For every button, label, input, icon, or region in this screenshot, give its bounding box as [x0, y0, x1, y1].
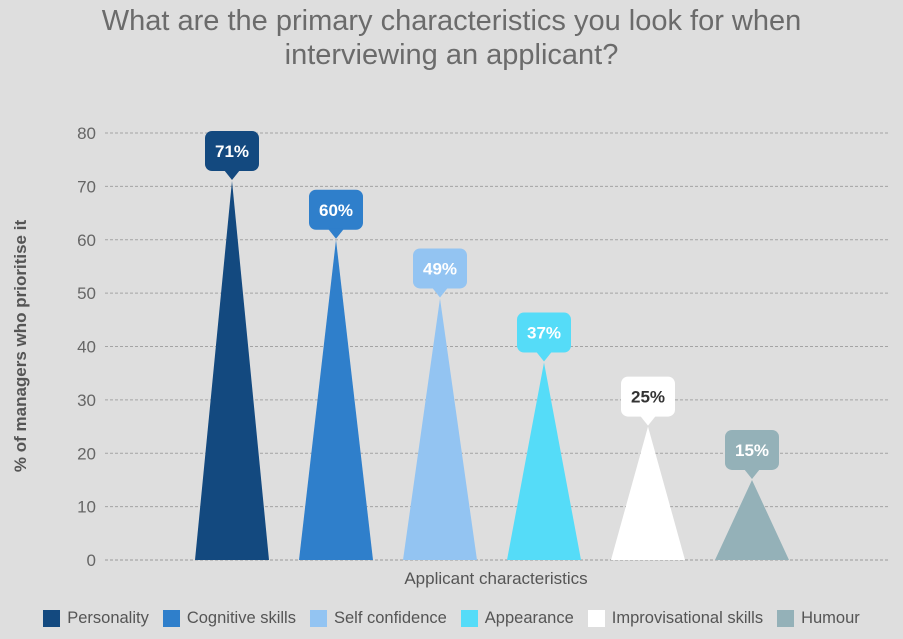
bar-humour [715, 479, 789, 560]
data-label-text: 37% [527, 324, 561, 343]
data-label-bubble [413, 248, 467, 289]
data-label: 15% [725, 429, 779, 479]
data-label: 49% [413, 248, 467, 298]
data-label-text: 15% [735, 441, 769, 460]
data-label-pointer [328, 228, 344, 239]
legend-label: Personality [67, 608, 149, 627]
data-label: 60% [309, 189, 363, 239]
data-label-bubble [205, 131, 259, 172]
data-label: 25% [621, 376, 675, 426]
legend-item-humour[interactable]: Humour [777, 609, 860, 628]
legend-item-personality[interactable]: Personality [43, 609, 149, 628]
bar-personality [195, 181, 269, 560]
data-label-pointer [536, 351, 552, 362]
data-label-pointer [224, 170, 240, 181]
legend-swatch [587, 609, 605, 627]
y-tick-label: 0 [87, 551, 96, 570]
data-label-bubble [725, 429, 779, 470]
y-tick-label: 20 [77, 444, 96, 463]
bar-appearance [507, 362, 581, 560]
y-tick-labels: 0 10 20 30 40 50 60 70 80 [77, 124, 96, 570]
data-label-text: 49% [423, 259, 457, 278]
legend-label: Cognitive skills [186, 608, 296, 627]
legend-label: Humour [801, 608, 860, 627]
data-label: 71% [205, 131, 259, 181]
y-tick-label: 10 [77, 498, 96, 517]
data-label-text: 25% [631, 388, 665, 407]
legend-label: Improvisational skills [611, 608, 764, 627]
y-axis-label: % of managers who prioritise it [11, 220, 30, 473]
data-label-bubble [621, 376, 675, 417]
data-label-bubble [309, 189, 363, 230]
legend-item-self-confidence[interactable]: Self confidence [309, 608, 447, 628]
x-axis-label: Applicant characteristics [404, 569, 587, 588]
chart-title-line-1: What are the primary characteristics you… [101, 5, 802, 37]
bar-marks [195, 181, 789, 560]
data-labels: 71% 60% 49% 37% 25% 15% [205, 131, 779, 479]
y-tick-label: 30 [77, 391, 96, 410]
chart-title-line-2: interviewing an applicant? [284, 39, 619, 71]
y-tick-label: 60 [77, 231, 96, 250]
chart-plot: 0 10 20 30 40 50 60 70 80 71% 60% 49% 37% 25% 15% App… [11, 124, 888, 588]
legend-label: Appearance [484, 608, 574, 627]
data-label-pointer [640, 415, 656, 426]
legend-item-improvisational-skills[interactable]: Improvisational skills [587, 608, 764, 628]
legend-swatch [309, 609, 327, 627]
data-label-text: 71% [215, 142, 249, 161]
data-label: 37% [517, 312, 571, 362]
data-label-text: 60% [319, 201, 353, 220]
y-tick-label: 50 [77, 284, 96, 303]
legend-swatch [777, 609, 795, 627]
y-tick-label: 40 [77, 338, 96, 357]
legend-item-appearance[interactable]: Appearance [460, 608, 574, 628]
legend-swatch [162, 609, 180, 627]
legend-swatch [43, 609, 61, 627]
legend-swatch [460, 609, 478, 627]
data-label-pointer [432, 287, 448, 298]
chart-title: What are the primary characteristics you… [0, 4, 903, 72]
bar-cognitive-skills [299, 239, 373, 560]
y-tick-label: 80 [77, 124, 96, 143]
data-label-bubble [517, 312, 571, 353]
legend: Personality Cognitive skills Self confiden… [0, 606, 903, 630]
legend-label: Self confidence [333, 608, 447, 627]
bar-improvisational-skills [611, 426, 685, 560]
data-label-pointer [744, 468, 760, 479]
y-tick-label: 70 [77, 177, 96, 196]
legend-item-cognitive-skills[interactable]: Cognitive skills [162, 608, 296, 628]
bar-self-confidence [403, 298, 477, 560]
